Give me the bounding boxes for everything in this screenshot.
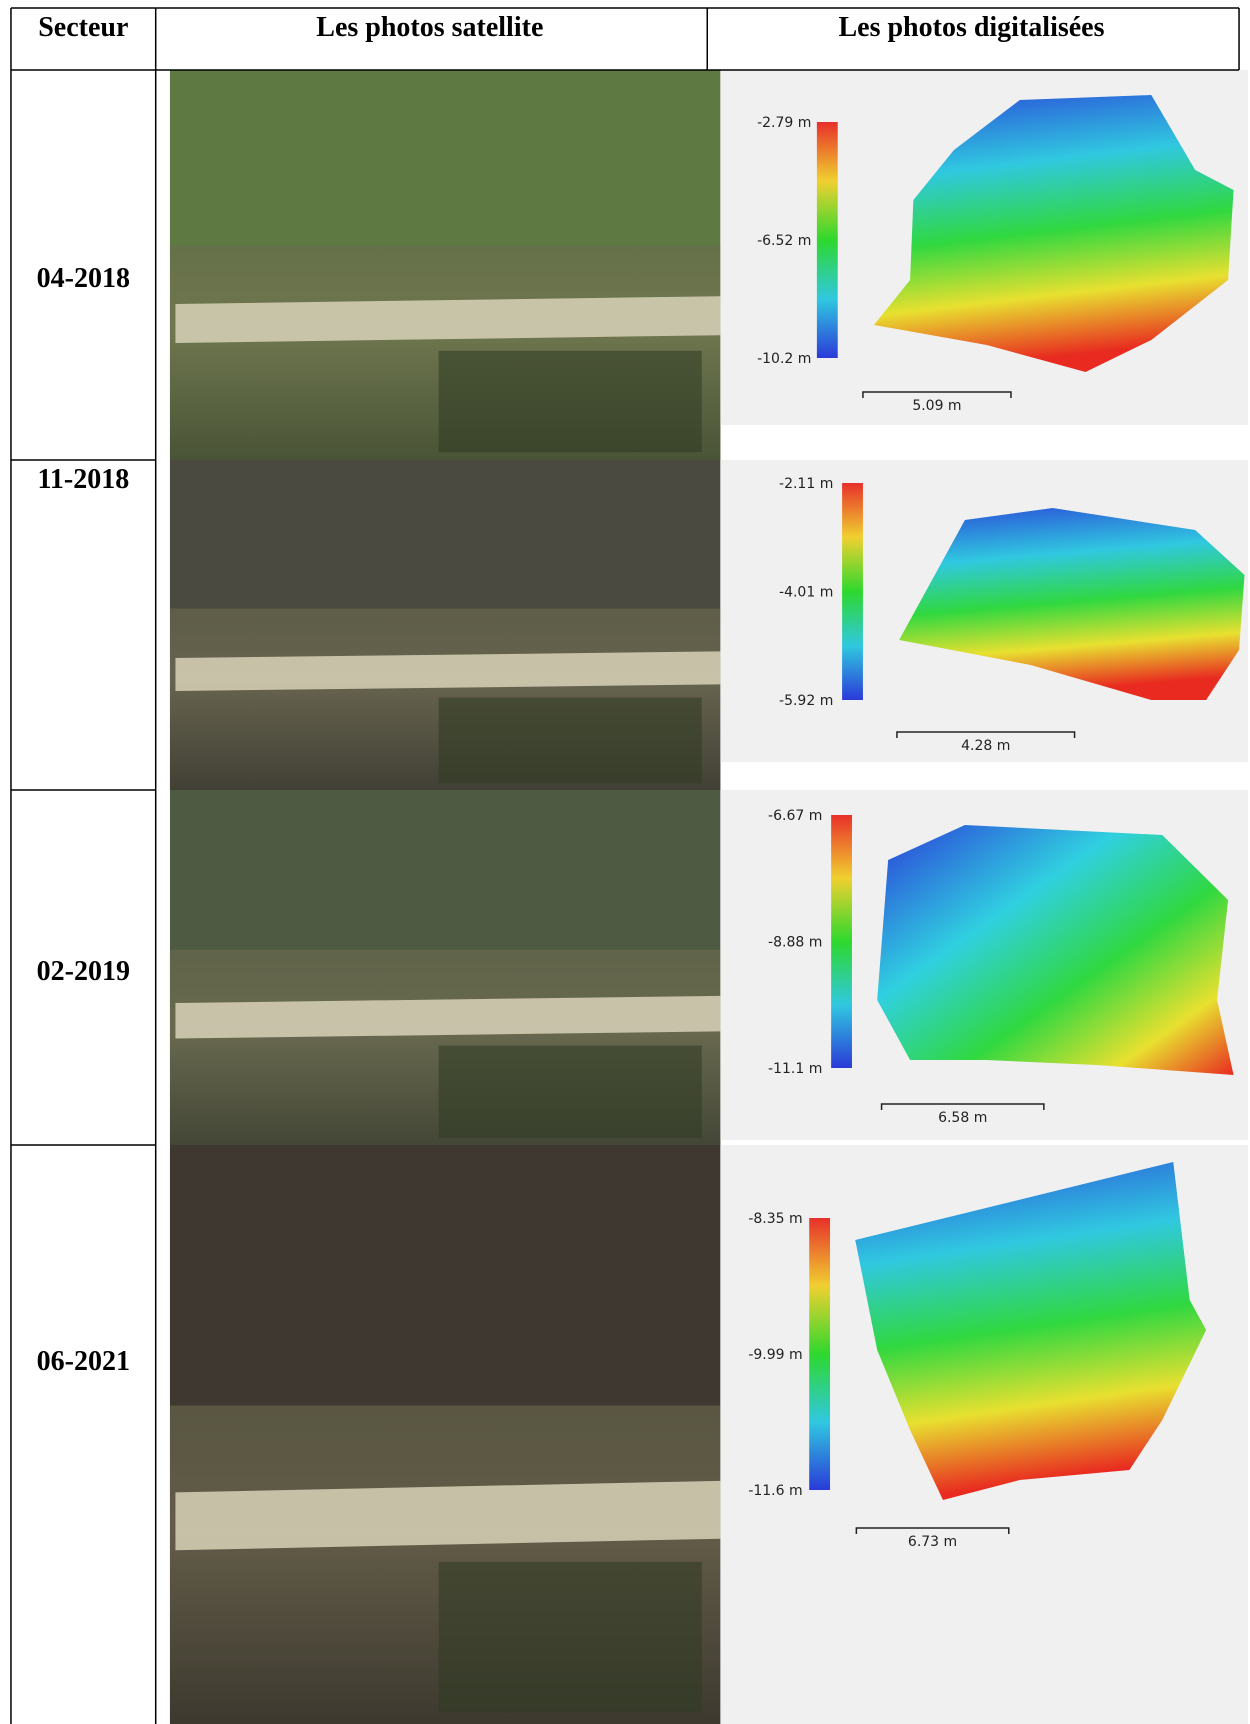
scale-label: 6.73 m: [908, 1534, 957, 1550]
color-bar: [809, 1218, 831, 1490]
legend-label: -6.67 m: [768, 808, 822, 824]
surface-model: [877, 825, 1234, 1075]
scale-bar: [880, 1103, 1045, 1110]
surface-model: [899, 508, 1245, 700]
header-cell: Les photos satellite: [316, 12, 543, 43]
color-bar: [842, 483, 863, 700]
header-cell: Les photos digitalisées: [838, 12, 1104, 43]
legend-label: -8.35 m: [748, 1211, 802, 1227]
legend-label: -6.52 m: [757, 233, 811, 249]
legend-label: -5.92 m: [779, 693, 833, 709]
sector-label: 02-2019: [37, 956, 130, 987]
field: [438, 697, 702, 784]
scale-label: 5.09 m: [912, 398, 961, 414]
legend-label: -8.88 m: [768, 935, 822, 951]
scale-label: 6.58 m: [938, 1110, 987, 1126]
scale-bar: [862, 391, 1012, 398]
legend-label: -10.2 m: [757, 351, 811, 367]
scale-bar: [896, 731, 1076, 738]
field: [438, 1045, 702, 1138]
legend-label: -4.01 m: [779, 585, 833, 601]
road: [175, 296, 721, 343]
surface-model: [855, 1162, 1207, 1500]
color-bar: [816, 122, 838, 358]
header-cell: Secteur: [38, 12, 128, 43]
color-bar: [831, 815, 852, 1068]
legend-label: -11.6 m: [748, 1483, 802, 1499]
road: [175, 651, 721, 691]
legend-label: -9.99 m: [748, 1347, 802, 1363]
sector-label: 11-2018: [37, 464, 129, 495]
sector-label: 04-2018: [37, 263, 130, 294]
scale-bar: [855, 1527, 1010, 1534]
legend-label: -2.11 m: [779, 476, 833, 492]
field: [438, 350, 702, 453]
surface-model: [873, 95, 1234, 372]
legend-label: -2.79 m: [757, 115, 811, 131]
sector-label: 06-2021: [37, 1346, 130, 1377]
road: [175, 995, 721, 1039]
legend-label: -11.1 m: [768, 1061, 822, 1077]
field: [438, 1561, 702, 1713]
scale-label: 4.28 m: [961, 738, 1010, 754]
road: [175, 1480, 721, 1551]
